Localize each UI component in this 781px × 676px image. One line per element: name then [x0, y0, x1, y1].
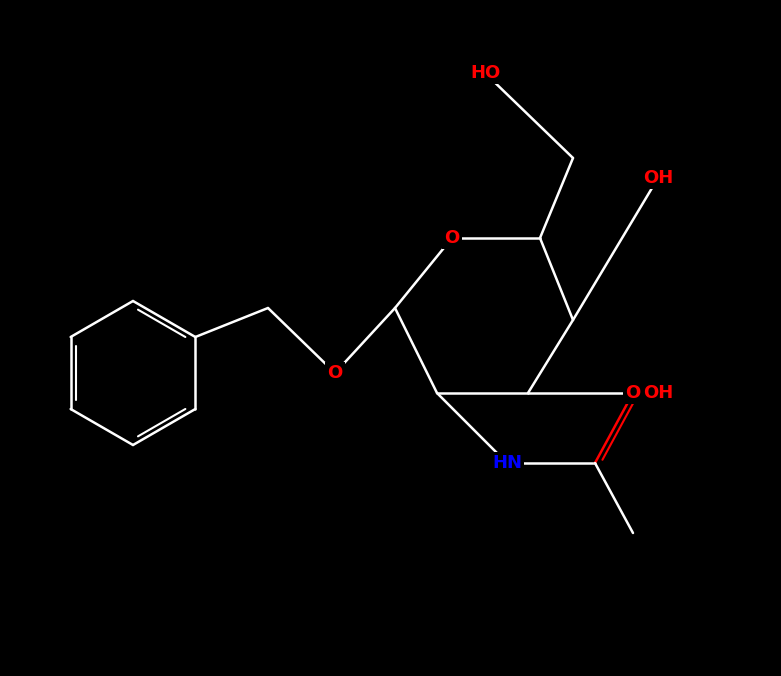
Text: OH: OH [643, 384, 673, 402]
Text: O: O [626, 384, 640, 402]
Text: O: O [444, 229, 460, 247]
Text: O: O [327, 364, 343, 382]
Text: HO: HO [470, 64, 500, 82]
Text: OH: OH [643, 169, 673, 187]
Text: HN: HN [492, 454, 522, 472]
